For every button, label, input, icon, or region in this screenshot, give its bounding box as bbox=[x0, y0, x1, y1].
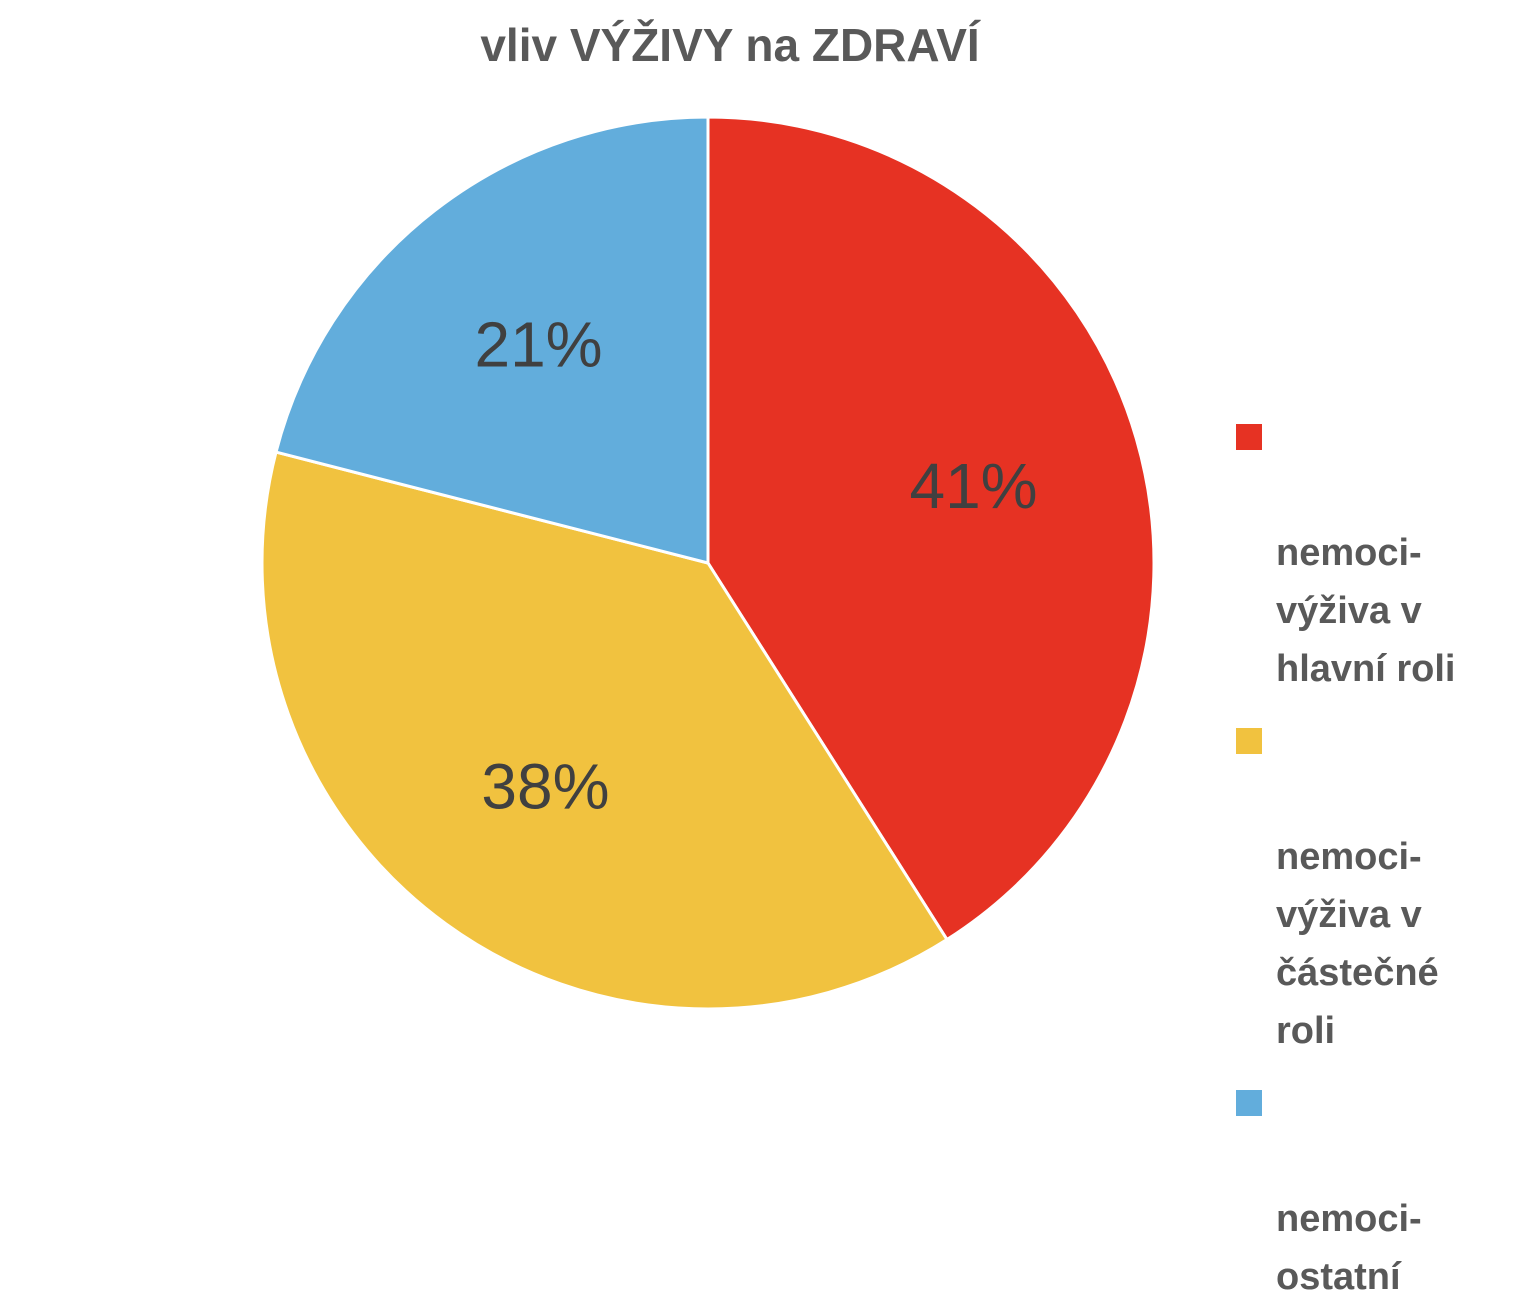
legend-item: nemoci- výživa v částečné roli bbox=[1236, 712, 1506, 1060]
legend-swatch bbox=[1236, 1090, 1262, 1116]
pie-slice bbox=[274, 115, 710, 565]
slice-data-label: 21% bbox=[474, 309, 602, 381]
legend-item: nemoci- výživa v hlavní roli bbox=[1236, 408, 1506, 698]
pie-slices bbox=[260, 115, 1156, 1011]
legend-item: nemoci- ostatní bbox=[1236, 1074, 1506, 1306]
pie-data-labels: 41% 38% 21% bbox=[474, 309, 1037, 823]
legend-label: nemoci- ostatní bbox=[1276, 1198, 1422, 1298]
pie-slice bbox=[260, 450, 950, 1011]
legend-swatch bbox=[1236, 424, 1262, 450]
pie-chart: 41% 38% 21% bbox=[260, 115, 1156, 1011]
legend-swatch bbox=[1236, 728, 1262, 754]
slice-data-label: 41% bbox=[909, 450, 1037, 522]
pie-slice bbox=[706, 115, 1156, 942]
legend-label: nemoci- výživa v hlavní roli bbox=[1276, 532, 1456, 690]
chart-title: vliv VÝŽIVY na ZDRAVÍ bbox=[480, 19, 980, 71]
chart-legend: nemoci- výživa v hlavní roli nemoci- výž… bbox=[1236, 408, 1506, 1306]
slice-data-label: 38% bbox=[481, 751, 609, 823]
legend-label: nemoci- výživa v částečné roli bbox=[1276, 836, 1439, 1052]
